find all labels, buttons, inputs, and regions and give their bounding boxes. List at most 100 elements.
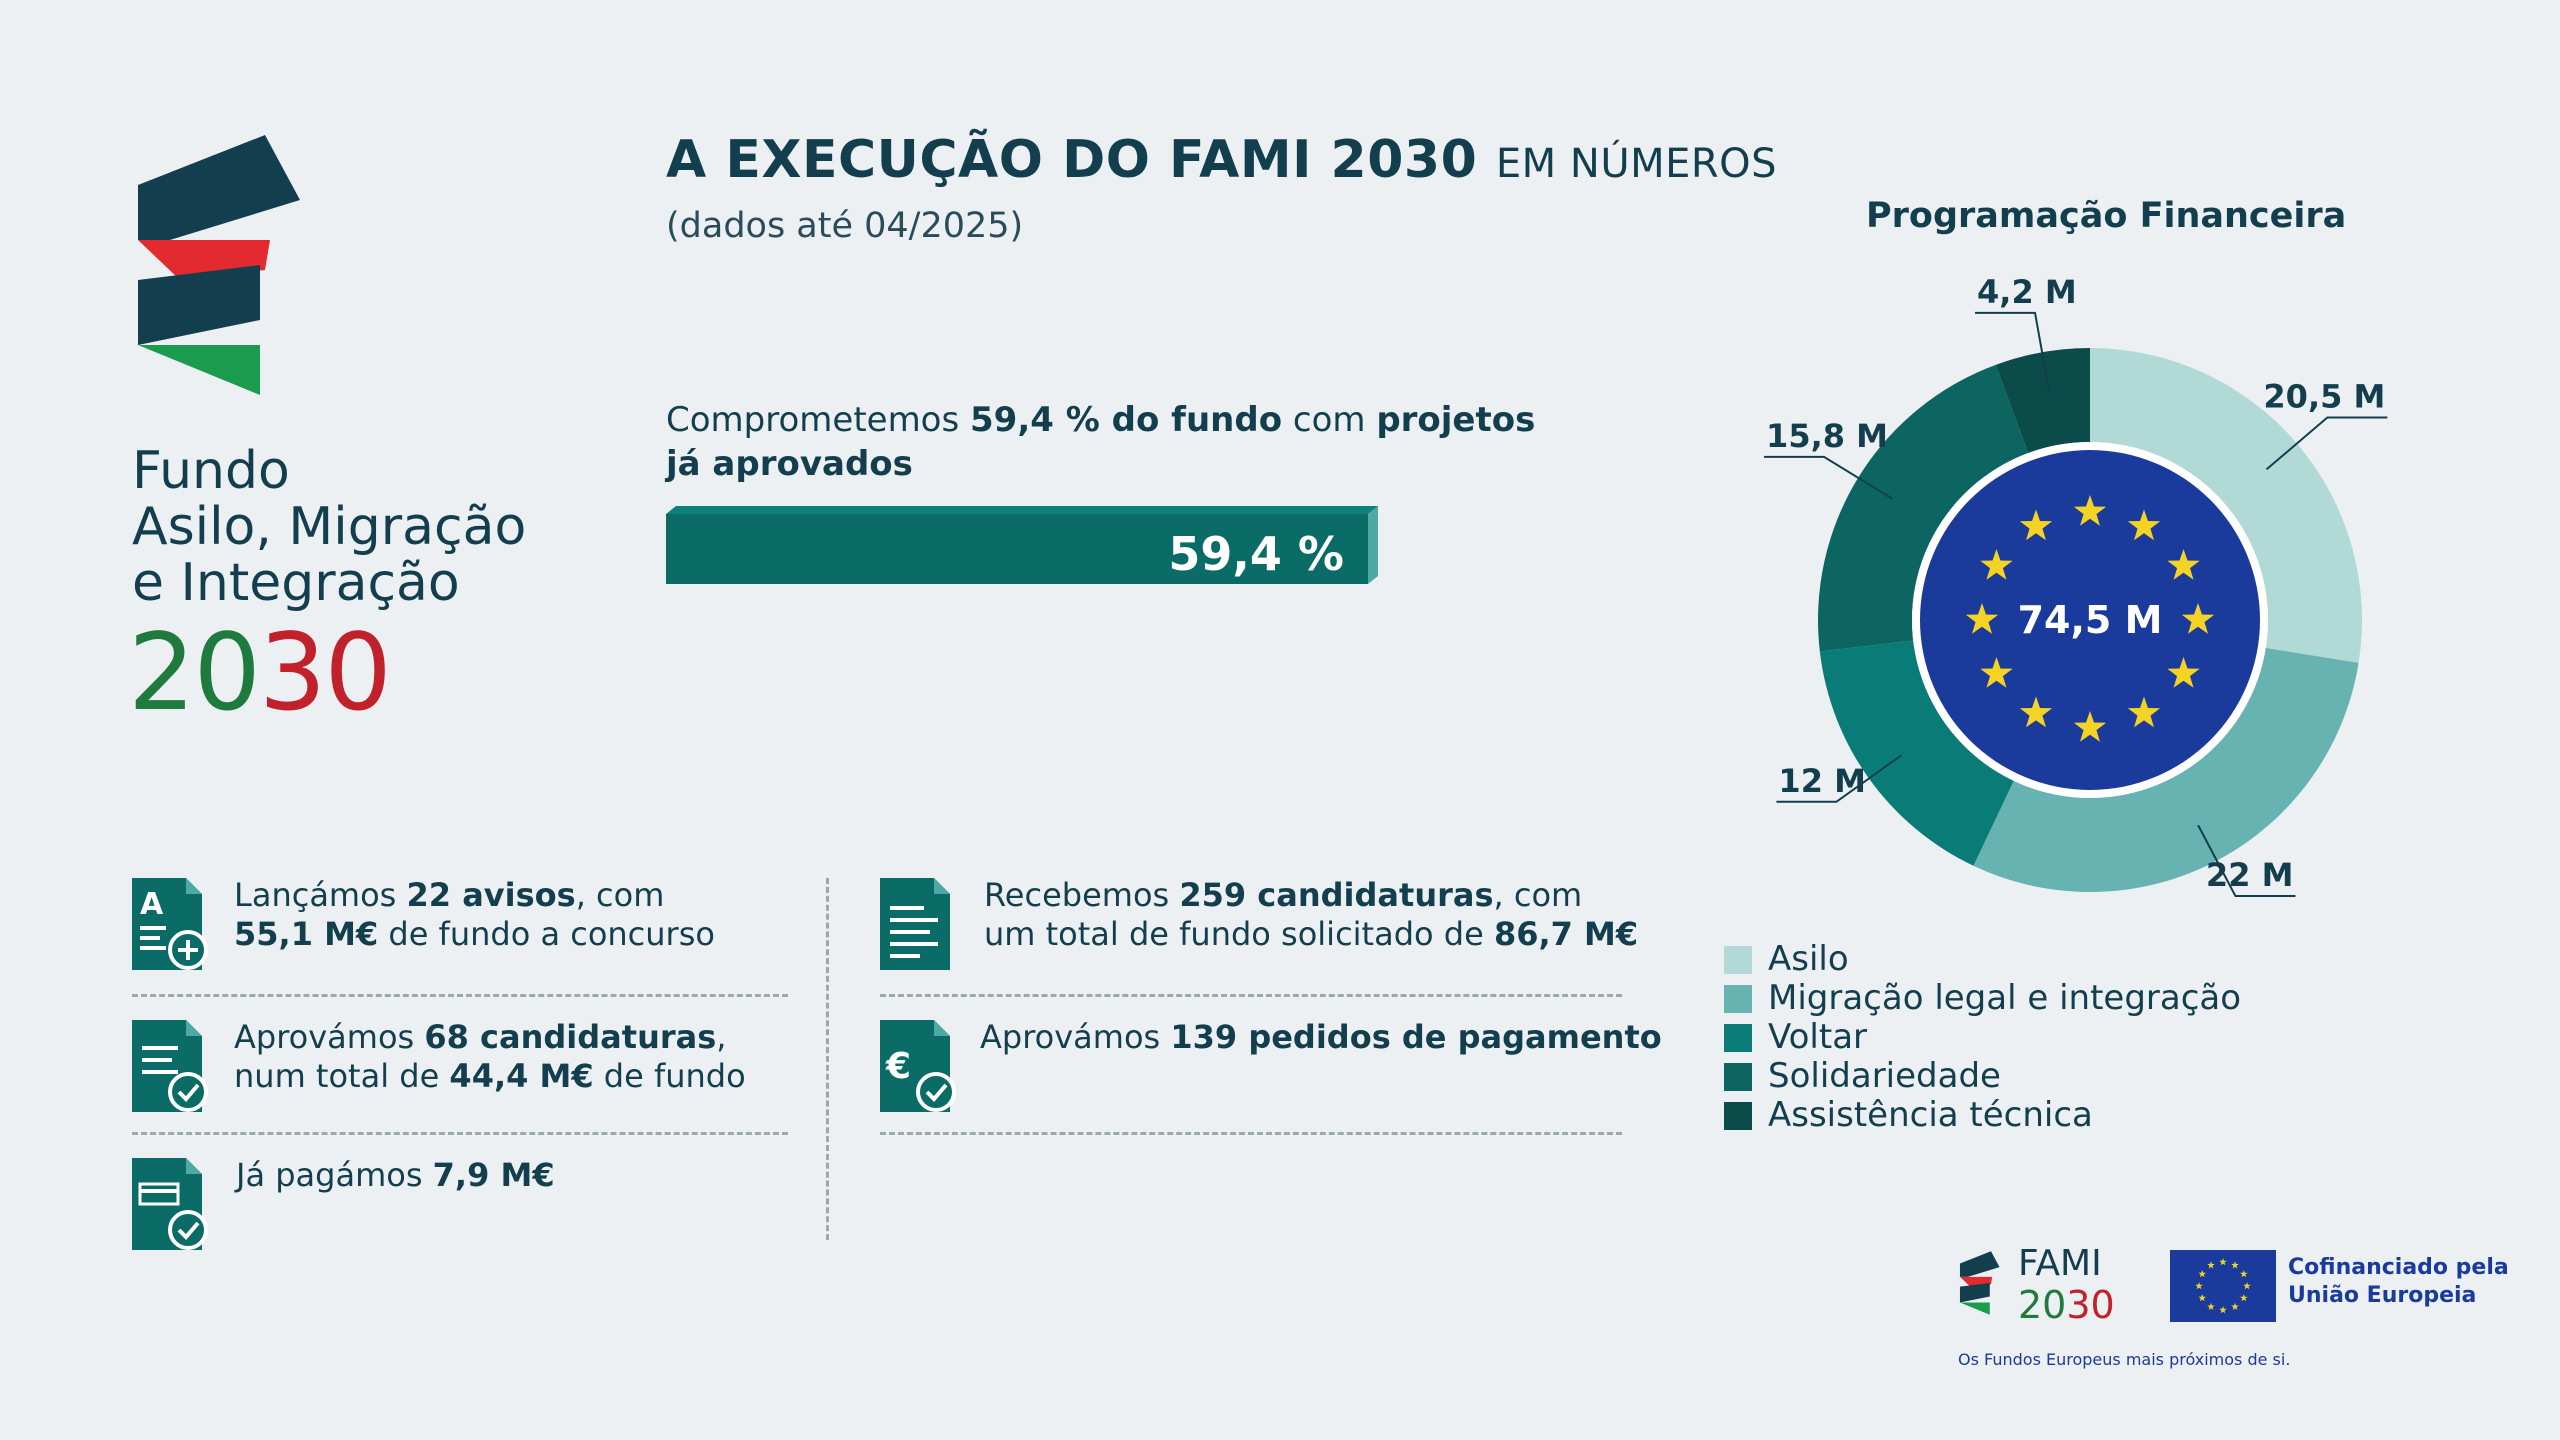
commitment-text-d: projetos — [1376, 400, 1536, 440]
eu-star — [2127, 696, 2161, 728]
legend-label: Assistência técnica — [1768, 1095, 2093, 1135]
commitment-text-c: com — [1282, 400, 1377, 440]
stat-pago-a: Já pagámos — [236, 1156, 433, 1194]
stat-avisos-b: 22 avisos — [406, 876, 576, 914]
eu-star — [1965, 603, 1999, 634]
legend-item: Voltar — [1724, 1018, 2241, 1057]
stat-pedidos-pagamento: Aprovámos 139 pedidos de pagamento — [980, 1018, 1662, 1057]
fami-logo-icon — [138, 135, 300, 395]
divider-vertical — [826, 878, 829, 1240]
stat-avisos-c: , com — [575, 876, 665, 914]
eu-flag-star — [2239, 1270, 2248, 1278]
divider — [880, 1132, 1622, 1135]
legend-swatch — [1724, 1023, 1752, 1052]
chart-title: Programação Financeira — [1866, 196, 2347, 236]
stat-avisos-d: 55,1 M€ — [234, 915, 379, 953]
eu-star — [2073, 711, 2107, 742]
leader-line — [2197, 824, 2296, 898]
document-card-check-icon — [132, 1158, 208, 1250]
stat-recebidas-c: , com — [1493, 876, 1583, 914]
stat-avisos: Lançámos 22 avisos, com 55,1 M€ de fundo… — [234, 876, 715, 954]
divider — [132, 994, 788, 997]
financial-donut-chart: 74,5 M 20,5 M 22 M 12 M 15,8 M 4,2 M — [1764, 273, 2388, 898]
eu-cofinanced-line2: União Europeia — [2288, 1283, 2477, 1308]
leader-line — [2265, 416, 2388, 471]
footer-tagline: Os Fundos Europeus mais próximos de si. — [1958, 1350, 2291, 1369]
eu-flag-star — [2195, 1282, 2203, 1290]
page-title-light: EM NÚMEROS — [1495, 141, 1778, 187]
stat-avisos-e: de fundo a concurso — [378, 915, 715, 953]
stat-pedidos-a: Aprovámos — [980, 1018, 1171, 1056]
eu-star — [2073, 495, 2107, 526]
donut-slice — [1819, 640, 2014, 866]
leader-line — [1764, 455, 1893, 500]
eu-cofinanced-label: Cofinanciado pela União Europeia — [2288, 1254, 2509, 1310]
stat-aprovadas-e: 44,4 M€ — [449, 1057, 594, 1095]
legend-label: Voltar — [1768, 1017, 1868, 1057]
eu-flag-star — [2207, 1302, 2215, 1311]
donut-slice — [1973, 648, 2359, 892]
chart-legend: Asilo Migração legal e integração Voltar… — [1724, 940, 2241, 1135]
divider — [880, 994, 1622, 997]
eu-flag-icon — [2170, 1250, 2276, 1322]
slice-value-label: 15,8 M — [1766, 417, 1888, 455]
leader-line — [1975, 311, 2051, 392]
eu-star — [2127, 509, 2161, 541]
legend-item: Solidariedade — [1724, 1057, 2241, 1096]
legend-item: Assistência técnica — [1724, 1096, 2241, 1135]
brand-line-2: Asilo, Migração — [132, 497, 527, 557]
legend-swatch — [1724, 945, 1752, 974]
eu-flag-star — [2231, 1261, 2239, 1269]
stat-candidaturas-recebidas: Recebemos 259 candidaturas, com um total… — [984, 876, 1638, 954]
document-check-icon — [132, 1020, 208, 1112]
stat-recebidas-a: Recebemos — [984, 876, 1180, 914]
legend-swatch — [1724, 1062, 1752, 1091]
commitment-progress-bar: 59,4 % — [666, 506, 1378, 584]
stat-aprovadas-a: Aprovámos — [234, 1018, 425, 1056]
stat-pedidos-b: 139 pedidos de pagamento — [1170, 1018, 1662, 1056]
legend-item: Asilo — [1724, 940, 2241, 979]
slice-value-label: 4,2 M — [1977, 273, 2077, 311]
stat-recebidas-b: 259 candidaturas — [1179, 876, 1494, 914]
donut-slice — [1995, 348, 2090, 454]
eu-flag-star — [2198, 1294, 2207, 1302]
fami-small-logo-icon — [1959, 1251, 2000, 1315]
eu-cofinanced-line1: Cofinanciado pela — [2288, 1255, 2509, 1280]
eu-flag-star — [2207, 1261, 2215, 1269]
legend-swatch — [1724, 1101, 1752, 1130]
legend-item: Migração legal e integração — [1724, 979, 2241, 1018]
stat-recebidas-d: um total de fundo solicitado de — [984, 915, 1494, 953]
eu-star — [2019, 696, 2053, 728]
legend-label: Migração legal e integração — [1768, 978, 2242, 1018]
legend-label: Solidariedade — [1768, 1056, 2001, 1096]
commitment-text-e: já aprovados — [666, 444, 913, 484]
eu-flag-star — [2219, 1306, 2227, 1314]
svg-text:A: A — [140, 887, 164, 922]
commitment-text-a: Comprometemos — [666, 400, 971, 440]
commitment-bar-label: 59,4 % — [1168, 527, 1344, 581]
commitment-text: Comprometemos 59,4 % do fundo com projet… — [666, 398, 1606, 486]
stat-candidaturas-aprovadas: Aprovámos 68 candidaturas, num total de … — [234, 1018, 746, 1096]
document-a-plus-icon: A — [132, 878, 208, 970]
commitment-text-b: 59,4 % do fundo — [970, 400, 1283, 440]
eu-star — [2181, 603, 2215, 634]
brand-line-1: Fundo — [132, 441, 290, 501]
donut-slice — [2090, 348, 2362, 663]
eu-star — [1980, 549, 2013, 580]
eu-star — [1980, 657, 2013, 688]
page-title-bold: A EXECUÇÃO DO FAMI 2030 — [666, 130, 1478, 190]
legend-swatch — [1724, 984, 1752, 1013]
brand-year: 2030 — [128, 618, 392, 728]
slice-value-label: 22 M — [2206, 856, 2294, 894]
divider — [132, 1132, 788, 1135]
eu-stars — [1965, 495, 2215, 742]
footer-fami-label: FAMI — [2018, 1243, 2102, 1284]
slice-value-label: 20,5 M — [2263, 377, 2385, 415]
stat-aprovadas-b: 68 candidaturas — [424, 1018, 717, 1056]
brand-year-part2: 30 — [258, 611, 392, 734]
stat-aprovadas-f: de fundo — [593, 1057, 746, 1095]
stat-aprovadas-c: , — [716, 1018, 727, 1056]
eu-star — [2019, 509, 2053, 541]
slice-value-label: 12 M — [1778, 762, 1866, 800]
stat-pago: Já pagámos 7,9 M€ — [236, 1156, 555, 1195]
